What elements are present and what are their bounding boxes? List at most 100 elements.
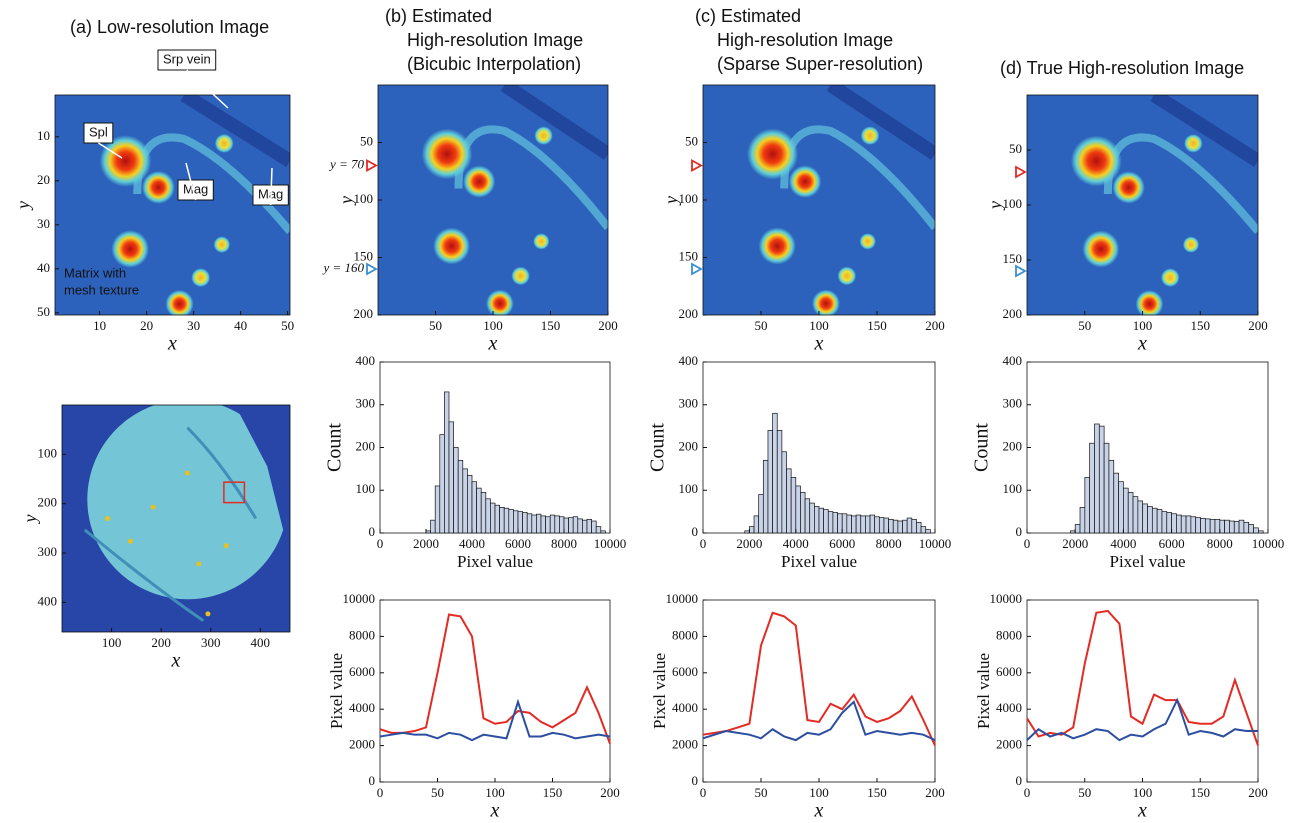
vein — [826, 85, 935, 160]
hist-bar — [1219, 519, 1225, 534]
hist-bar — [1123, 487, 1129, 534]
y-axis-label: Pixel value — [650, 653, 669, 729]
hist-bar — [762, 459, 769, 534]
row-marker — [691, 158, 703, 173]
x-tick-label: 0 — [377, 785, 384, 800]
blob — [859, 233, 876, 250]
x-tick-label: 0 — [700, 785, 707, 800]
y-tick-label: 50 — [685, 133, 698, 148]
hist-bar — [490, 502, 496, 534]
y-tick-label: 100 — [679, 481, 699, 496]
hist-bar — [462, 468, 468, 534]
x-axis-label: x — [490, 800, 500, 822]
row-marker — [691, 262, 703, 276]
x-tick-label: 6000 — [829, 536, 855, 551]
grain — [223, 543, 229, 549]
hist-bar — [536, 513, 542, 534]
x-tick-label: 100 — [1133, 785, 1153, 800]
y-tick-label: 200 — [356, 438, 376, 453]
y-tick-label: 200 — [1003, 438, 1023, 453]
hist-bar — [749, 526, 755, 534]
hist-bar — [1190, 516, 1197, 534]
x-axis-label: Pixel value — [457, 552, 533, 571]
line — [379, 613, 611, 745]
blob — [165, 289, 194, 315]
vein — [83, 528, 205, 622]
axes-box — [1026, 599, 1259, 783]
panel: (c) Estimated High-resolution Image (Spars… — [661, 6, 945, 355]
x-tick-label: 100 — [1133, 318, 1153, 333]
blob — [1112, 171, 1145, 204]
row-marker — [366, 262, 378, 276]
y-tick-label: 300 — [356, 396, 376, 411]
hist-bar — [1127, 492, 1134, 534]
annotation: Mag — [183, 181, 208, 196]
hist-bar — [841, 513, 848, 534]
hist-bar — [1156, 509, 1163, 534]
hist-bar — [1204, 518, 1211, 534]
x-tick-label: 150 — [867, 785, 887, 800]
x-tick-label: 40 — [234, 318, 247, 333]
x-tick-label: 20 — [140, 318, 153, 333]
hist-bar — [795, 485, 801, 534]
x-tick-label: 0 — [1024, 536, 1031, 551]
grain — [105, 516, 111, 521]
grain — [150, 504, 156, 510]
hist-bar — [1195, 517, 1201, 534]
panel: 0 2000 4000 6000 8000 10000 0 100 200 300 400 Pixel… — [647, 353, 952, 571]
x-tick-label: 100 — [483, 318, 503, 333]
x-tick-label: 50 — [431, 785, 444, 800]
panel-title: (d) True High-resolution Image — [1000, 58, 1244, 78]
y-tick-label: 0 — [1016, 524, 1023, 539]
hist-bar — [767, 430, 773, 534]
hist-bar — [513, 510, 519, 534]
y-axis-label: y — [985, 201, 1005, 211]
blob — [214, 134, 234, 153]
x-tick-label: 50 — [281, 318, 294, 333]
y-tick-label: 100 — [38, 445, 58, 460]
hist-bar — [586, 518, 592, 534]
hist-bar — [814, 506, 820, 534]
hist-bar — [1214, 518, 1221, 534]
x-tick-label: 100 — [485, 785, 505, 800]
blob — [1184, 134, 1203, 153]
panel-title: (b) Estimated — [385, 6, 492, 26]
y-axis-label: y — [13, 201, 33, 211]
hist-bar — [1229, 520, 1235, 534]
line — [1026, 697, 1258, 742]
hist-bar — [549, 514, 556, 534]
hist-bar — [572, 516, 579, 534]
axes-box — [702, 599, 936, 783]
x-tick-label: 10000 — [594, 536, 627, 551]
hist-bar — [1079, 507, 1086, 534]
x-tick-label: 10000 — [919, 536, 952, 551]
blob — [433, 227, 470, 265]
x-tick-label: 6000 — [505, 536, 531, 551]
hist-bar — [869, 514, 876, 534]
y-tick-label: 50 — [37, 304, 50, 319]
y-tick-label: 400 — [356, 353, 376, 368]
x-tick-label: 200 — [1248, 318, 1268, 333]
y-tick-label: 100 — [354, 191, 374, 206]
panel: 0 2000 4000 6000 8000 10000 0 100 200 300 400 Pixel… — [971, 353, 1285, 571]
grain — [205, 611, 211, 617]
hist-bar — [1180, 515, 1187, 534]
y-axis-label: Pixel value — [327, 653, 346, 729]
hist-bar — [430, 519, 436, 534]
y-tick-label: 400 — [38, 593, 58, 608]
y-tick-label: 200 — [38, 495, 58, 510]
hist-bar — [1185, 515, 1192, 534]
hist-bar — [517, 511, 523, 534]
axes-box — [61, 404, 291, 633]
blob — [788, 165, 822, 198]
hist-bar — [1094, 423, 1100, 534]
hist-bar — [1166, 512, 1172, 534]
x-tick-label: 150 — [1191, 318, 1211, 333]
hist-bar — [878, 517, 885, 534]
hist-bar — [577, 518, 583, 534]
hist-bar — [781, 451, 787, 534]
y-tick-label: 2000 — [996, 737, 1022, 752]
sample-disc — [87, 405, 284, 600]
hist-bar — [494, 504, 500, 534]
y-tick-label: 200 — [679, 438, 699, 453]
